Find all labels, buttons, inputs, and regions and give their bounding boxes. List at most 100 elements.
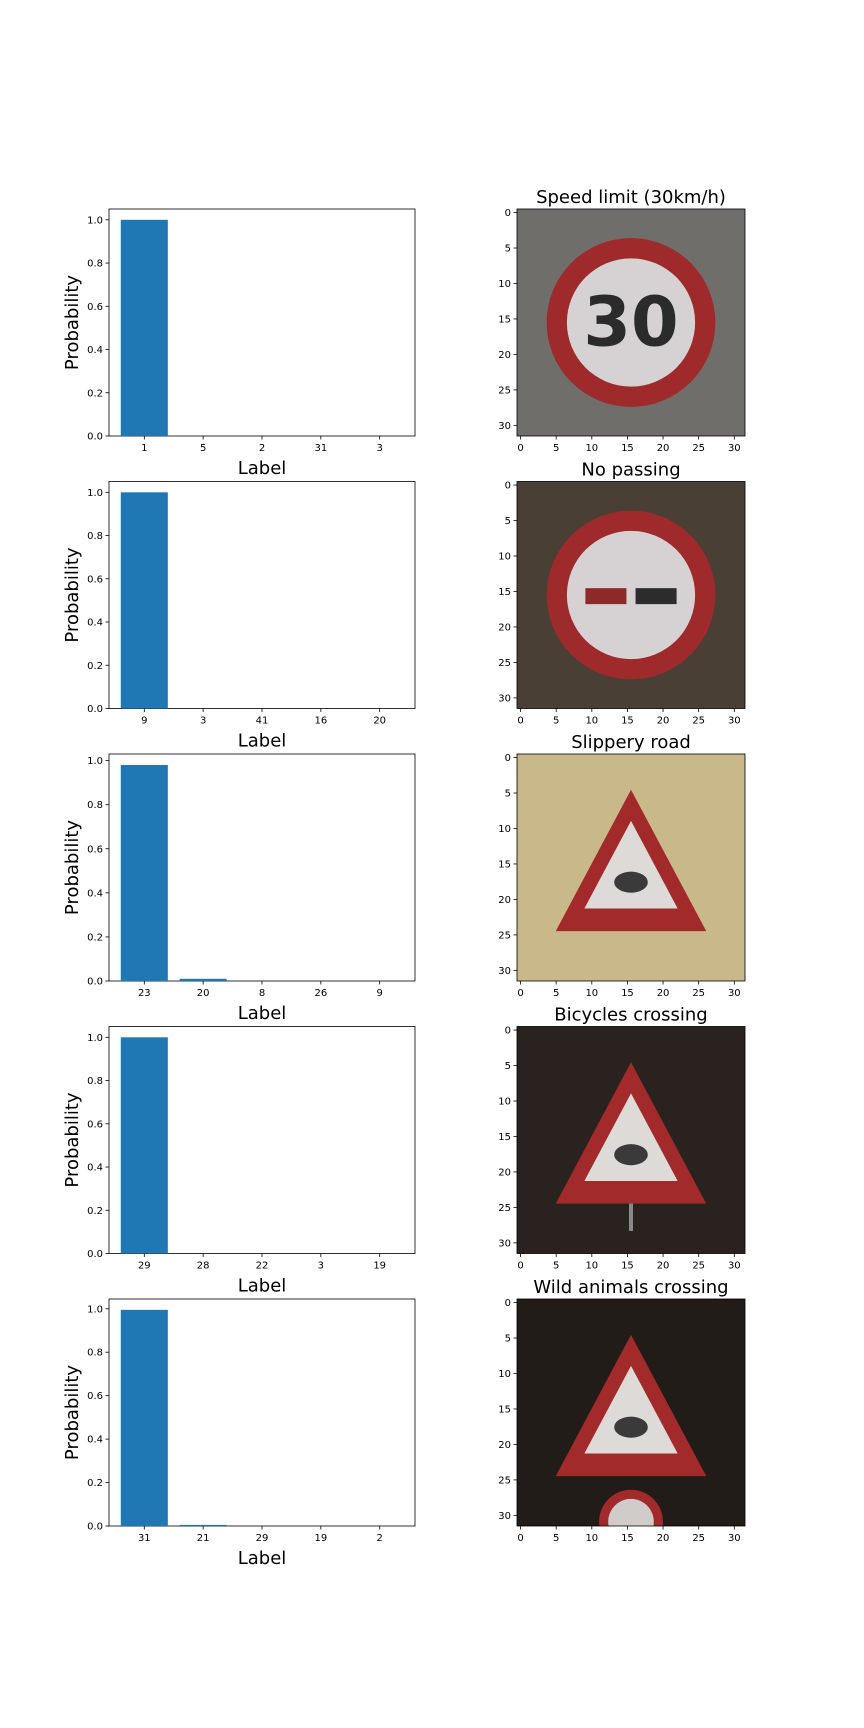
y-tick-label: 20 (498, 1440, 511, 1451)
x-tick-label: 0 (517, 443, 523, 454)
y-tick-label: 1.0 (87, 488, 103, 499)
y-axis-label: Probability (62, 1365, 83, 1460)
y-axis-label: Probability (62, 275, 83, 370)
sign-face (566, 530, 696, 660)
y-tick-label: 15 (498, 1132, 511, 1143)
x-tick-label: 30 (728, 1261, 741, 1272)
bar-23 (120, 765, 168, 981)
bar-1 (120, 219, 168, 436)
sign-face (584, 1093, 678, 1181)
x-tick-label: 30 (728, 716, 741, 727)
x-tick-label: 25 (692, 1533, 705, 1544)
y-tick-label: 0.6 (87, 1119, 103, 1130)
image-title: Bicycles crossing (554, 1005, 707, 1026)
x-tick-label: 5 (553, 988, 559, 999)
x-tick-label: 0 (517, 988, 523, 999)
x-tick-label: 8 (259, 988, 265, 999)
x-axis-label: Label (238, 731, 287, 752)
x-tick-label: 16 (314, 716, 327, 727)
x-tick-label: 25 (692, 988, 705, 999)
x-tick-label: 30 (728, 988, 741, 999)
x-tick-label: 2 (377, 1533, 383, 1544)
x-tick-label: 26 (314, 988, 327, 999)
x-tick-label: 20 (657, 443, 670, 454)
x-axis-label: Label (238, 458, 287, 479)
y-tick-label: 15 (498, 1404, 511, 1415)
y-tick-label: 5 (505, 516, 511, 527)
x-tick-label: 41 (256, 716, 269, 727)
y-tick-label: 0.6 (87, 302, 103, 313)
bar-20 (179, 978, 227, 981)
y-tick-label: 30 (498, 1238, 511, 1249)
bar-chart-3: 0.0 0.2 0.4 0.6 0.8 1.0 23 20 8 26 9 Label Probabili… (62, 753, 416, 1024)
x-tick-label: 1 (141, 443, 147, 454)
image-title: Wild animals crossing (533, 1277, 728, 1298)
y-tick-label: 1.0 (87, 215, 103, 226)
x-tick-label: 10 (585, 1261, 598, 1272)
y-tick-label: 30 (498, 421, 511, 432)
y-tick-label: 0.0 (87, 977, 103, 988)
y-tick-label: 0 (505, 208, 511, 219)
y-axis-label: Probability (62, 1092, 83, 1187)
y-tick-label: 0.6 (87, 1391, 103, 1402)
image-frame (516, 753, 746, 982)
y-tick-label: 30 (498, 966, 511, 977)
x-tick-label: 9 (141, 716, 147, 727)
x-tick-label: 0 (517, 716, 523, 727)
sign-symbol-icon (614, 1416, 648, 1438)
x-tick-label: 5 (553, 443, 559, 454)
x-tick-label: 19 (373, 1261, 386, 1272)
x-tick-label: 20 (373, 716, 386, 727)
y-tick-label: 0.6 (87, 574, 103, 585)
x-tick-label: 19 (314, 1533, 327, 1544)
y-tick-label: 0.4 (87, 618, 103, 629)
y-tick-label: 5 (505, 1061, 511, 1072)
image-content (517, 1026, 745, 1254)
red-car-icon (585, 588, 627, 605)
image-title: Speed limit (30km/h) (536, 187, 726, 208)
x-tick-label: 10 (585, 443, 598, 454)
sign-face (566, 258, 696, 387)
x-tick-label: 5 (200, 443, 206, 454)
y-tick-label: 10 (498, 551, 511, 562)
x-axis-label: Label (238, 1003, 287, 1024)
x-tick-label: 10 (585, 1533, 598, 1544)
y-tick-label: 0.2 (87, 932, 103, 943)
sign-face (584, 1365, 678, 1454)
y-tick-label: 5 (505, 789, 511, 800)
y-tick-label: 0 (505, 1298, 511, 1309)
y-tick-label: 0.0 (87, 1249, 103, 1260)
x-tick-label: 2 (259, 443, 265, 454)
y-tick-label: 1.0 (87, 1304, 103, 1315)
y-axis-label: Probability (62, 820, 83, 915)
image-content: 30 (517, 209, 745, 436)
x-axis-label: Label (238, 1548, 287, 1569)
bar-chart-5: 0.0 0.2 0.4 0.6 0.8 1.0 31 21 29 19 2 Label Probabil… (62, 1298, 416, 1569)
y-tick-label: 0.4 (87, 345, 103, 356)
sign-image-3: Slippery road 0 5 10 15 20 25 30 0 5 10 15 20 25 30 (498, 732, 746, 999)
image-frame (516, 1026, 746, 1254)
x-tick-label: 30 (728, 1533, 741, 1544)
sign-symbol-icon (614, 871, 648, 893)
image-content (517, 1299, 745, 1526)
x-tick-label: 3 (200, 716, 206, 727)
sign-symbol-icon (614, 1144, 648, 1166)
y-tick-label: 0.4 (87, 1163, 103, 1174)
bar-chart-1: 0.0 0.2 0.4 0.6 0.8 1.0 1 5 2 31 3 Label Probability (62, 208, 416, 479)
y-tick-label: 1.0 (87, 756, 103, 767)
y-tick-label: 0.2 (87, 1206, 103, 1217)
bar-29 (120, 1037, 168, 1254)
y-tick-label: 0.2 (87, 661, 103, 672)
y-tick-label: 25 (498, 1203, 511, 1214)
image-frame (516, 208, 746, 437)
x-tick-label: 29 (138, 1261, 151, 1272)
x-tick-label: 9 (377, 988, 383, 999)
image-frame (516, 1298, 746, 1527)
y-tick-label: 0 (505, 1026, 511, 1037)
x-tick-label: 23 (138, 988, 151, 999)
x-tick-label: 15 (621, 1261, 634, 1272)
y-tick-label: 10 (498, 1096, 511, 1107)
y-tick-label: 25 (498, 385, 511, 396)
black-car-icon (635, 588, 677, 605)
